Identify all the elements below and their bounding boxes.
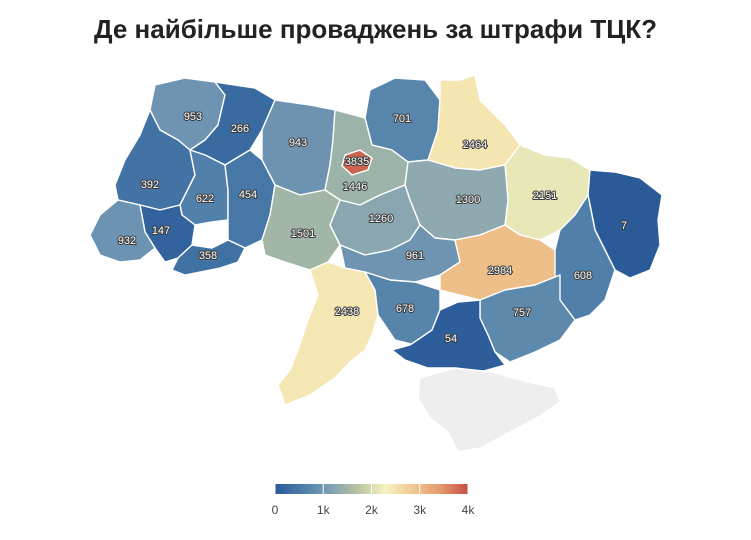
value-label-sumy: 2464 [463, 139, 487, 151]
region-sumy[interactable] [427, 74, 521, 171]
chart-title: Де найбільше проваджень за штрафи ТЦК? [94, 14, 657, 44]
legend-tick-label: 0 [272, 503, 279, 517]
value-labels-layer: 953 266 943 3835 701 2464 392 622 454 1446 2151 130… [117, 110, 628, 346]
value-label-khmelnytskyi: 454 [239, 189, 257, 201]
value-label-chernihiv: 701 [393, 113, 411, 125]
value-label-dnipropetrovsk: 2984 [488, 265, 512, 277]
value-label-rivne: 266 [231, 123, 249, 135]
value-label-luhansk: 7 [621, 220, 627, 232]
legend-tick-label: 2k [365, 503, 379, 517]
value-label-vinnytsia: 1501 [291, 228, 315, 240]
value-label-odesa: 2438 [335, 306, 359, 318]
value-label-kyiv-oblast: 1446 [343, 181, 367, 193]
value-label-donetsk: 608 [574, 270, 592, 282]
value-label-kherson: 54 [445, 333, 457, 345]
legend-tick-label: 1k [317, 503, 331, 517]
value-label-ivano-frankivsk: 147 [152, 225, 170, 237]
value-label-cherkasy: 1260 [369, 213, 393, 225]
region-donetsk[interactable] [554, 194, 616, 321]
value-label-kharkiv: 2151 [533, 190, 557, 202]
legend-tick-label: 4k [462, 503, 476, 517]
value-label-zhytomyr: 943 [289, 137, 307, 149]
value-label-zakarpattia: 932 [118, 235, 136, 247]
region-zakarpattia[interactable] [89, 199, 156, 263]
region-odesa[interactable] [277, 261, 379, 406]
value-label-kirovohrad: 961 [406, 250, 424, 262]
region-chernivtsi[interactable] [171, 239, 246, 276]
value-label-chernivtsi: 358 [199, 250, 217, 262]
value-label-zaporizhzhia: 757 [513, 307, 531, 319]
region-ternopil[interactable] [179, 149, 229, 226]
legend-tick-label: 3k [413, 503, 427, 517]
color-legend: 0 1k 2k 3k 4k [272, 484, 476, 517]
value-label-kyiv-city: 3835 [345, 156, 369, 168]
crimea-no-data [417, 367, 561, 453]
value-label-mykolaiv: 678 [396, 303, 414, 315]
regions-layer [89, 74, 663, 406]
value-label-volyn: 953 [184, 111, 202, 123]
value-label-poltava: 1300 [456, 194, 480, 206]
value-label-ternopil: 622 [196, 193, 214, 205]
value-label-lviv: 392 [141, 179, 159, 191]
